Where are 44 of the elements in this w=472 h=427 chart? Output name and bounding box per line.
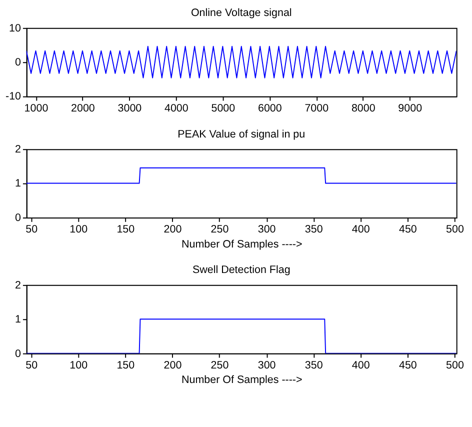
y-tick-label: 0 xyxy=(15,212,22,224)
x-tick-label: 350 xyxy=(304,359,323,372)
x-tick-label: 450 xyxy=(398,359,417,372)
x-tick-label: 7000 xyxy=(304,102,329,114)
y-tick-label: 1 xyxy=(15,178,22,190)
line-series xyxy=(26,46,456,78)
x-tick-label: 1000 xyxy=(24,102,48,114)
x-tick-label: 200 xyxy=(164,359,182,372)
y-tick-label: 1 xyxy=(15,314,22,326)
x-tick-label: 50 xyxy=(26,359,38,372)
y-tick-label: -10 xyxy=(5,90,22,103)
x-tick-label: 500 xyxy=(446,359,464,372)
x-tick-label: 300 xyxy=(258,359,276,372)
x-tick-label: 8000 xyxy=(351,102,376,114)
x-tick-label: 5000 xyxy=(211,102,236,114)
chart-title: Swell Detection Flag xyxy=(192,264,290,276)
x-tick-label: 400 xyxy=(352,224,370,236)
x-tick-label: 9000 xyxy=(398,102,422,114)
x-axis-title: Number Of Samples ----> xyxy=(181,374,302,386)
x-tick-label: 6000 xyxy=(258,102,282,114)
x-tick-label: 100 xyxy=(70,224,88,236)
x-axis-title: Number Of Samples ----> xyxy=(181,238,302,250)
x-tick-label: 50 xyxy=(26,224,38,236)
x-tick-label: 4000 xyxy=(164,102,188,114)
y-tick-label: 10 xyxy=(9,22,22,34)
chart-title: PEAK Value of signal in pu xyxy=(178,128,306,140)
x-tick-label: 250 xyxy=(210,359,229,372)
x-tick-label: 500 xyxy=(446,224,464,236)
x-tick-label: 450 xyxy=(398,224,417,236)
x-tick-label: 250 xyxy=(210,224,229,236)
y-tick-label: 2 xyxy=(15,144,22,156)
x-tick-label: 150 xyxy=(116,359,135,372)
x-tick-label: 2000 xyxy=(71,102,95,114)
x-tick-label: 300 xyxy=(258,224,276,236)
x-tick-label: 400 xyxy=(352,359,370,372)
y-tick-label: 0 xyxy=(15,56,22,69)
y-tick-label: 2 xyxy=(15,279,22,292)
x-tick-label: 3000 xyxy=(118,102,142,114)
x-tick-label: 100 xyxy=(70,359,88,372)
x-tick-label: 350 xyxy=(304,224,323,236)
x-tick-label: 150 xyxy=(116,224,135,236)
x-tick-label: 200 xyxy=(164,224,182,236)
chart-title: Online Voltage signal xyxy=(190,7,292,20)
y-tick-label: 0 xyxy=(15,348,22,360)
